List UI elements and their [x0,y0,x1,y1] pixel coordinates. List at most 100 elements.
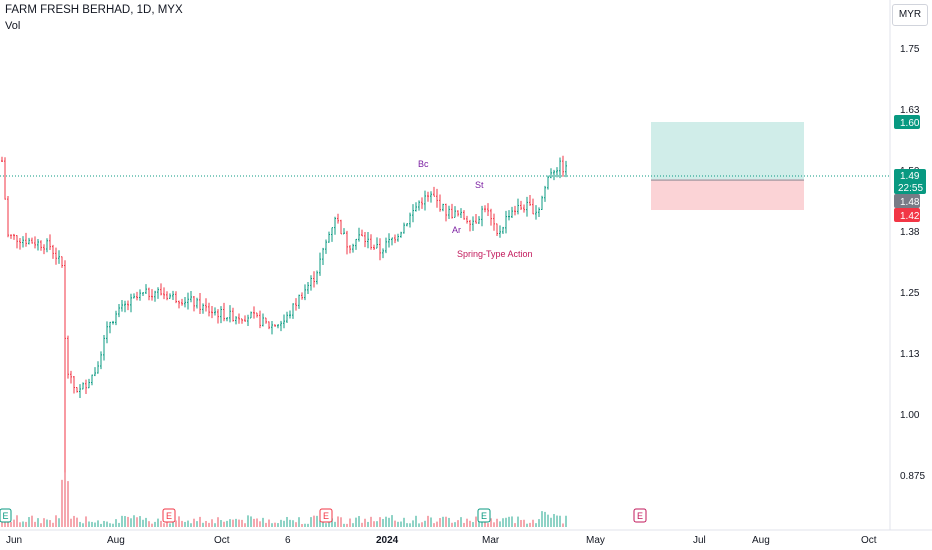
volume-bar [391,515,393,527]
volume-bar [463,522,465,527]
x-tick: Oct [214,535,230,546]
volume-bar [151,523,153,527]
volume-bar [130,518,132,527]
volume-bar [292,520,294,527]
volume-bar [295,522,297,527]
event-marker-1[interactable]: E [0,508,12,523]
volume-bar [16,515,18,527]
volume-bar [55,515,57,527]
volume-bar [508,516,510,527]
volume-bar [202,522,204,527]
volume-bar [160,520,162,527]
volume-bar [385,516,387,527]
time-axis[interactable]: Jun Aug Oct 6 2024 Mar May Jul Aug Oct [6,535,877,546]
volume-bar [184,521,186,527]
volume-bar [73,515,75,527]
event-marker-2[interactable]: E [162,508,176,523]
volume-bar [328,519,330,527]
volume-bar [334,521,336,527]
volume-bar [430,517,432,527]
x-tick: Jul [693,535,706,546]
volume-bar [175,520,177,527]
volume-bar [499,521,501,527]
volume-bar [181,520,183,527]
volume-bar [244,523,246,527]
volume-bar [346,523,348,527]
volume-bar [88,521,90,527]
event-marker-4[interactable]: E [477,508,491,523]
volume-bar [379,517,381,527]
volume-bar [355,517,357,527]
price-label-stop: 1.42 [894,208,920,222]
volume-bar [178,516,180,527]
volume-bar [397,521,399,527]
profit-zone[interactable] [651,122,804,179]
x-tick: 6 [285,535,291,546]
volume-bar [403,517,405,527]
volume-bar [145,517,147,527]
volume-bar [166,520,168,527]
currency-button[interactable]: MYR [892,4,928,26]
volume-bar [1,521,3,527]
volume-bar [307,523,309,527]
y-tick: 1.00 [900,410,920,421]
volume-bar [58,518,60,527]
volume-bar [343,523,345,527]
volume-bar [283,520,285,527]
volume-bar [253,518,255,527]
volume-bar [511,516,513,527]
volume-bar [274,522,276,527]
volume-bar [301,523,303,527]
event-marker-3[interactable]: E [319,508,333,523]
volume-bar [211,519,213,527]
volume-bar [118,522,120,527]
price-label-text: 1.49 [900,171,920,182]
volume-bar [538,519,540,527]
volume-bar [103,520,105,527]
volume-bar [40,523,42,527]
volume-bar [94,522,96,527]
volume-bar [565,515,567,527]
x-tick: Jun [6,535,22,546]
x-tick: 2024 [376,535,399,546]
price-axis[interactable]: 1.75 1.63 1.50 1.38 1.25 1.13 1.00 0.875 [900,44,925,482]
volume-bar [376,521,378,527]
event-marker-5[interactable]: E [633,508,647,523]
volume-bar [400,521,402,527]
volume-bar [370,516,372,527]
volume-bar [247,515,249,527]
volume-bar [100,523,102,527]
loss-zone[interactable] [651,180,804,210]
volume-bar [466,518,468,527]
volume-bar [541,511,543,527]
volume-bar [454,522,456,527]
volume-bar [322,518,324,527]
volume-series [1,472,567,527]
volume-bar [388,517,390,527]
volume-bar [310,517,312,527]
volume-bar [532,519,534,527]
volume-bar [526,523,528,527]
annotation-ar: Ar [452,225,461,235]
volume-bar [559,515,561,527]
volume-bar [361,522,363,527]
volume-bar [271,523,273,527]
y-tick: 1.25 [900,288,920,299]
volume-bar [337,516,339,527]
chart-title: FARM FRESH BERHAD, 1D, MYX [5,4,183,16]
volume-bar [217,517,219,527]
volume-bar [70,518,72,527]
annotation-bc: Bc [418,159,429,169]
plot-area[interactable] [0,0,890,530]
volume-bar [265,522,267,527]
volume-bar [487,523,489,527]
volume-bar [220,520,222,527]
volume-bar [520,519,522,527]
volume-bar [364,518,366,527]
volume-bar [91,521,93,527]
countdown-text: 22:55 [898,183,923,194]
volume-bar [325,523,327,527]
volume-bar [22,521,24,527]
volume-bar [280,519,282,527]
